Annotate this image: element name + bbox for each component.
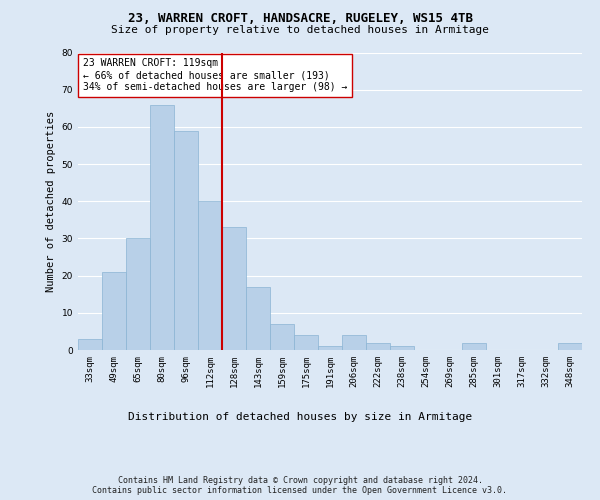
Bar — [462, 342, 486, 350]
Bar — [78, 339, 102, 350]
Bar — [294, 335, 318, 350]
Text: 23, WARREN CROFT, HANDSACRE, RUGELEY, WS15 4TB: 23, WARREN CROFT, HANDSACRE, RUGELEY, WS… — [128, 12, 473, 26]
Bar — [270, 324, 294, 350]
Bar — [390, 346, 414, 350]
Bar — [366, 342, 390, 350]
Bar — [318, 346, 342, 350]
Bar — [174, 130, 198, 350]
Bar — [150, 104, 174, 350]
Bar — [222, 228, 246, 350]
Text: Contains HM Land Registry data © Crown copyright and database right 2024.
Contai: Contains HM Land Registry data © Crown c… — [92, 476, 508, 495]
Text: 23 WARREN CROFT: 119sqm
← 66% of detached houses are smaller (193)
34% of semi-d: 23 WARREN CROFT: 119sqm ← 66% of detache… — [83, 58, 347, 92]
Bar — [558, 342, 582, 350]
Bar — [126, 238, 150, 350]
Bar — [342, 335, 366, 350]
Y-axis label: Number of detached properties: Number of detached properties — [46, 110, 56, 292]
Bar — [246, 287, 270, 350]
Text: Distribution of detached houses by size in Armitage: Distribution of detached houses by size … — [128, 412, 472, 422]
Bar — [102, 272, 126, 350]
Text: Size of property relative to detached houses in Armitage: Size of property relative to detached ho… — [111, 25, 489, 35]
Bar — [198, 201, 222, 350]
